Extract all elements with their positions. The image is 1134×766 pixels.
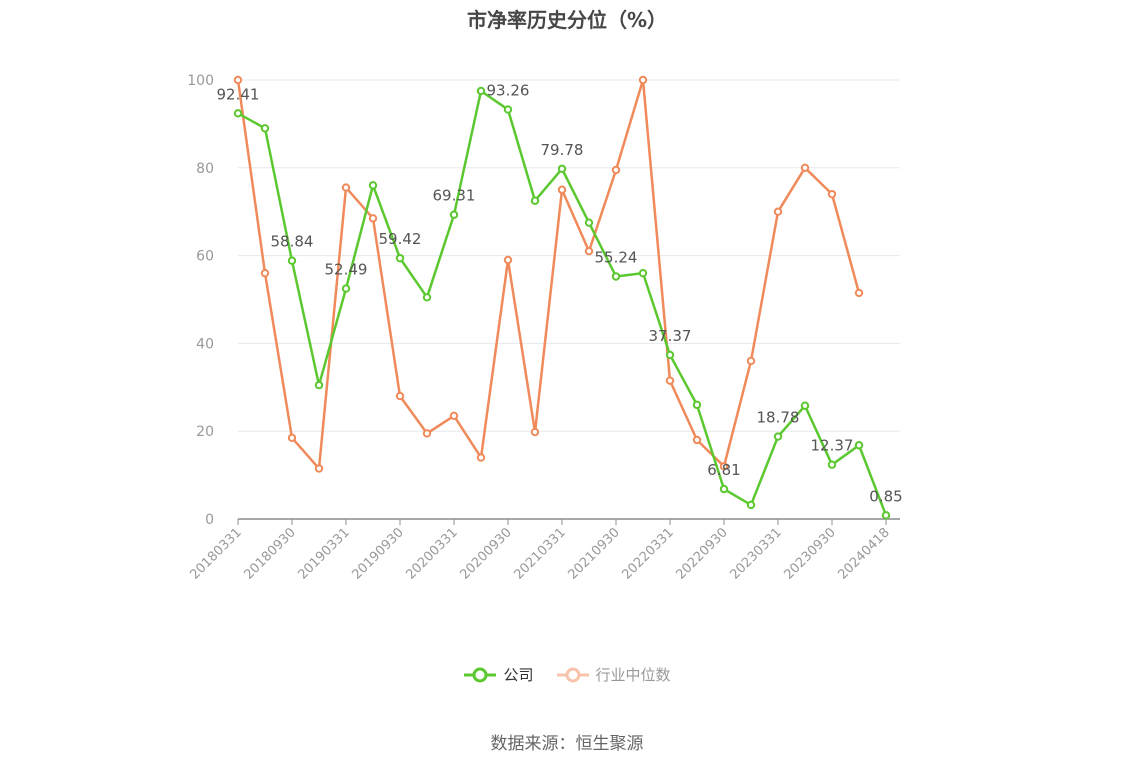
company-point bbox=[422, 293, 432, 302]
company-point bbox=[557, 164, 567, 173]
company-point bbox=[476, 86, 486, 96]
x-tick-label: 20210930 bbox=[565, 525, 622, 582]
company-point bbox=[368, 181, 378, 190]
company-point bbox=[665, 350, 675, 360]
industry-point bbox=[557, 185, 567, 194]
y-tick-label: 100 bbox=[187, 73, 214, 89]
y-tick-label: 60 bbox=[196, 249, 214, 265]
industry-point bbox=[827, 189, 837, 199]
industry-point bbox=[233, 75, 243, 85]
industry-point bbox=[719, 462, 729, 471]
legend-item-company[interactable]: 公司 bbox=[463, 664, 534, 685]
company-point bbox=[854, 441, 864, 450]
industry-point bbox=[665, 376, 675, 385]
y-tick-label: 40 bbox=[196, 336, 214, 352]
company-point bbox=[611, 272, 621, 281]
industry-point bbox=[584, 247, 594, 256]
industry-point bbox=[773, 207, 783, 216]
legend: 公司 行业中位数 bbox=[0, 664, 1134, 685]
x-tick-label: 20210331 bbox=[511, 525, 568, 582]
data-label: 93.26 bbox=[487, 82, 530, 100]
company-point bbox=[800, 401, 810, 410]
company-point bbox=[449, 210, 459, 219]
industry-point bbox=[800, 163, 810, 173]
company-point bbox=[287, 256, 297, 265]
x-tick-label: 20220331 bbox=[619, 525, 676, 582]
industry-point bbox=[449, 411, 459, 421]
company-point bbox=[692, 400, 702, 410]
data-label: 55.24 bbox=[595, 248, 638, 266]
x-tick-label: 20230331 bbox=[727, 525, 784, 582]
company-point bbox=[746, 500, 756, 510]
data-source: 数据来源：恒生聚源 bbox=[490, 734, 644, 754]
series-lines bbox=[233, 75, 891, 520]
company-point bbox=[827, 460, 837, 469]
company-point bbox=[233, 109, 243, 118]
company-point bbox=[314, 380, 324, 390]
x-tick-label: 20200331 bbox=[403, 525, 460, 582]
x-tick-label: 20180930 bbox=[241, 525, 298, 582]
data-label: 37.37 bbox=[649, 327, 692, 345]
company-point bbox=[719, 484, 729, 494]
company-point bbox=[341, 284, 351, 293]
x-tick-label: 20190331 bbox=[295, 525, 352, 582]
company-point bbox=[260, 124, 270, 133]
industry-line bbox=[236, 78, 861, 470]
x-tick-label: 20220930 bbox=[673, 525, 730, 582]
industry-point bbox=[530, 427, 540, 437]
company-point bbox=[881, 511, 891, 520]
data-labels: 92.41 58.84 52.49 59.42 69.31 93.26 79.78 55.24… bbox=[217, 82, 903, 506]
company-point bbox=[584, 218, 594, 227]
industry-point bbox=[692, 435, 702, 445]
company-point bbox=[530, 196, 540, 205]
data-label: 69.31 bbox=[433, 187, 476, 205]
industry-point bbox=[638, 75, 648, 85]
legend-industry-marker-icon bbox=[556, 667, 589, 682]
x-tick-label: 20180331 bbox=[187, 525, 244, 582]
data-label: 92.41 bbox=[217, 85, 260, 103]
data-label: 6.81 bbox=[707, 461, 740, 479]
industry-point bbox=[422, 429, 432, 438]
industry-point bbox=[746, 356, 756, 366]
industry-point bbox=[341, 183, 351, 192]
industry-point bbox=[260, 268, 270, 278]
industry-point bbox=[287, 433, 297, 442]
company-point bbox=[503, 105, 513, 114]
industry-point bbox=[476, 453, 486, 462]
legend-item-industry[interactable]: 行业中位数 bbox=[556, 664, 671, 685]
data-label: 58.84 bbox=[271, 233, 314, 251]
legend-industry-label: 行业中位数 bbox=[595, 666, 671, 684]
y-tick-label: 20 bbox=[196, 424, 214, 440]
industry-point bbox=[503, 255, 513, 265]
x-tick-label: 20190930 bbox=[349, 525, 406, 582]
data-label: 52.49 bbox=[325, 261, 368, 279]
x-tick-label: 20240418 bbox=[835, 525, 892, 582]
industry-point bbox=[611, 165, 621, 175]
data-label: 12.37 bbox=[811, 437, 854, 455]
industry-point bbox=[395, 391, 405, 401]
data-label: 79.78 bbox=[541, 141, 584, 159]
chart-title: 市净率历史分位（%） bbox=[466, 8, 668, 32]
y-tick-label: 80 bbox=[196, 161, 214, 177]
data-label: 18.78 bbox=[757, 409, 800, 427]
industry-point bbox=[314, 464, 324, 473]
x-tick-label: 20230930 bbox=[781, 525, 838, 582]
x-tick-label: 20200930 bbox=[457, 525, 514, 582]
company-point bbox=[638, 268, 648, 278]
data-label: 59.42 bbox=[379, 230, 422, 248]
company-point bbox=[395, 253, 405, 263]
y-tick-label: 0 bbox=[205, 512, 214, 528]
legend-company-marker-icon bbox=[464, 667, 497, 682]
industry-point bbox=[368, 214, 378, 223]
industry-point bbox=[854, 288, 864, 298]
data-label: 0.85 bbox=[869, 487, 902, 505]
legend-company-label: 公司 bbox=[503, 666, 534, 684]
company-point bbox=[773, 432, 783, 441]
grid-lines bbox=[238, 79, 900, 432]
